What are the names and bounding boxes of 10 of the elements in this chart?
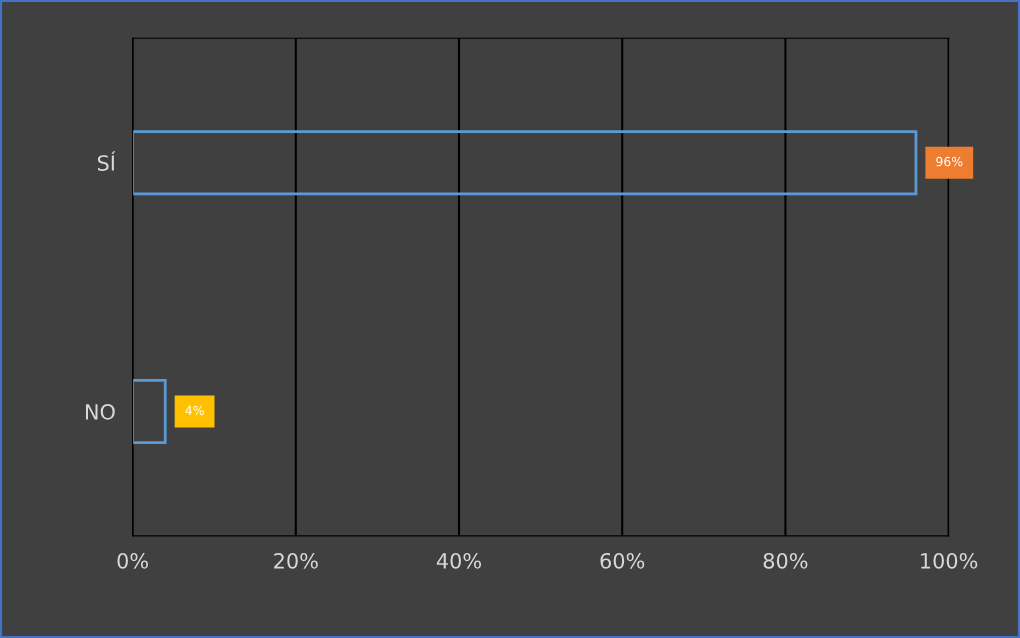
x-tick-label: 80% xyxy=(763,552,808,569)
x-tick-label: 40% xyxy=(436,552,481,569)
x-tick-label: 0% xyxy=(117,552,148,569)
data-label: 96% xyxy=(936,156,963,167)
data-label: 4% xyxy=(185,405,204,416)
x-tick-label: 20% xyxy=(274,552,318,569)
x-tick-label: 60% xyxy=(600,552,645,569)
y-tick-label: NO xyxy=(85,403,115,420)
x-tick-label: 100% xyxy=(921,552,978,569)
y-tick-label: SÍ xyxy=(97,151,116,171)
